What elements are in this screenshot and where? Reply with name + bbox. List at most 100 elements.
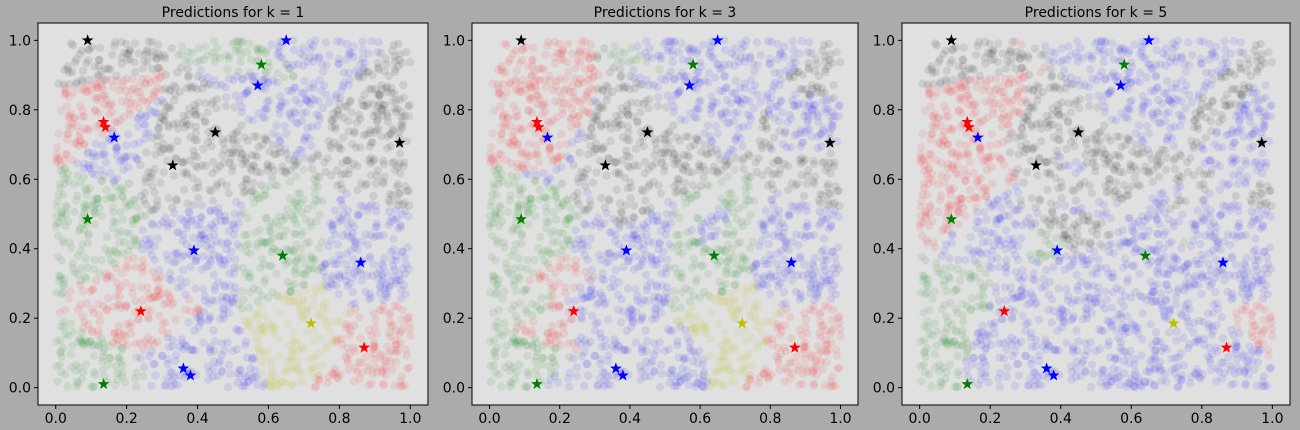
- prediction-dot: [110, 117, 120, 126]
- prediction-dot: [1176, 151, 1186, 161]
- prediction-dot: [921, 289, 930, 299]
- prediction-dot: [832, 260, 841, 269]
- prediction-dot: [286, 287, 295, 297]
- prediction-dot: [59, 80, 69, 89]
- prediction-dot: [333, 335, 342, 344]
- prediction-dot: [165, 291, 174, 301]
- prediction-dot: [181, 342, 191, 351]
- prediction-dot: [84, 56, 93, 65]
- prediction-dot: [549, 357, 559, 366]
- prediction-dot: [397, 372, 406, 381]
- prediction-dot: [966, 232, 975, 242]
- prediction-dot: [247, 151, 257, 160]
- prediction-dot: [217, 177, 226, 187]
- prediction-dot: [555, 228, 564, 238]
- prediction-dot: [287, 365, 296, 374]
- prediction-dot: [384, 71, 393, 81]
- prediction-dot: [397, 285, 406, 295]
- prediction-dot: [272, 181, 282, 191]
- prediction-dot: [288, 354, 297, 363]
- prediction-dot: [406, 331, 415, 340]
- prediction-dot: [190, 107, 199, 116]
- prediction-dot: [197, 213, 206, 222]
- prediction-dot: [638, 80, 647, 89]
- prediction-dot: [720, 60, 729, 70]
- prediction-dot: [335, 213, 344, 223]
- prediction-dot: [139, 372, 148, 381]
- prediction-dot: [1080, 216, 1089, 225]
- prediction-dot: [494, 275, 503, 284]
- prediction-dot: [135, 338, 145, 348]
- prediction-dot: [392, 276, 401, 285]
- prediction-dot: [52, 362, 61, 371]
- prediction-dot: [684, 152, 694, 162]
- prediction-dot: [116, 116, 125, 125]
- prediction-dot: [398, 323, 408, 333]
- prediction-dot: [491, 289, 500, 299]
- prediction-dot: [663, 293, 672, 303]
- prediction-dot: [112, 71, 121, 81]
- prediction-dot: [151, 273, 160, 282]
- prediction-dot: [163, 288, 172, 297]
- prediction-dot: [679, 72, 689, 81]
- prediction-dot: [764, 240, 773, 249]
- prediction-dot: [596, 359, 605, 369]
- prediction-dot: [99, 347, 108, 357]
- prediction-dot: [816, 281, 825, 290]
- prediction-dot: [684, 168, 693, 177]
- prediction-dot: [108, 193, 117, 202]
- prediction-dot: [383, 117, 393, 126]
- prediction-dot: [773, 189, 783, 198]
- prediction-dot: [388, 124, 397, 133]
- prediction-dot: [267, 40, 276, 49]
- prediction-dot: [349, 343, 358, 352]
- prediction-dot: [828, 122, 838, 131]
- prediction-dot: [328, 256, 338, 265]
- prediction-dot: [365, 252, 375, 261]
- prediction-dot: [618, 156, 627, 165]
- prediction-dot: [623, 105, 633, 114]
- prediction-dot: [945, 59, 955, 68]
- prediction-dot: [258, 254, 267, 263]
- prediction-dot: [731, 134, 740, 143]
- prediction-dot: [162, 103, 172, 113]
- prediction-dot: [1067, 375, 1076, 384]
- prediction-dot: [297, 252, 307, 262]
- prediction-dot: [383, 132, 392, 141]
- prediction-dot: [329, 221, 338, 230]
- prediction-dot: [642, 282, 652, 291]
- prediction-dot: [1068, 232, 1077, 242]
- prediction-dot: [734, 57, 744, 67]
- prediction-dot: [597, 144, 606, 153]
- prediction-dot: [228, 130, 238, 139]
- prediction-dot: [588, 52, 598, 61]
- prediction-dot: [174, 283, 183, 292]
- prediction-dot: [345, 349, 355, 359]
- prediction-dot: [201, 118, 210, 127]
- prediction-dot: [586, 141, 595, 151]
- prediction-dot: [958, 340, 967, 349]
- prediction-dot: [978, 321, 987, 331]
- prediction-dot: [819, 272, 828, 281]
- x-tick-label: 0.2: [549, 411, 571, 427]
- prediction-dot: [267, 261, 276, 271]
- prediction-dot: [75, 101, 85, 111]
- prediction-dot: [257, 323, 266, 332]
- prediction-dot: [132, 241, 141, 250]
- prediction-dot: [670, 160, 679, 169]
- prediction-dot: [198, 231, 208, 240]
- prediction-dot: [161, 318, 170, 327]
- prediction-dot: [696, 261, 706, 270]
- prediction-dot: [52, 150, 61, 159]
- prediction-dot: [783, 367, 792, 376]
- prediction-dot: [610, 252, 619, 262]
- prediction-dot: [776, 322, 785, 332]
- prediction-dot: [591, 217, 600, 227]
- prediction-dot: [723, 196, 733, 205]
- prediction-dot: [273, 49, 282, 58]
- prediction-dot: [277, 102, 286, 111]
- prediction-dot: [606, 283, 615, 292]
- prediction-dot: [342, 55, 351, 64]
- prediction-dot: [116, 357, 125, 366]
- prediction-dot: [197, 74, 207, 83]
